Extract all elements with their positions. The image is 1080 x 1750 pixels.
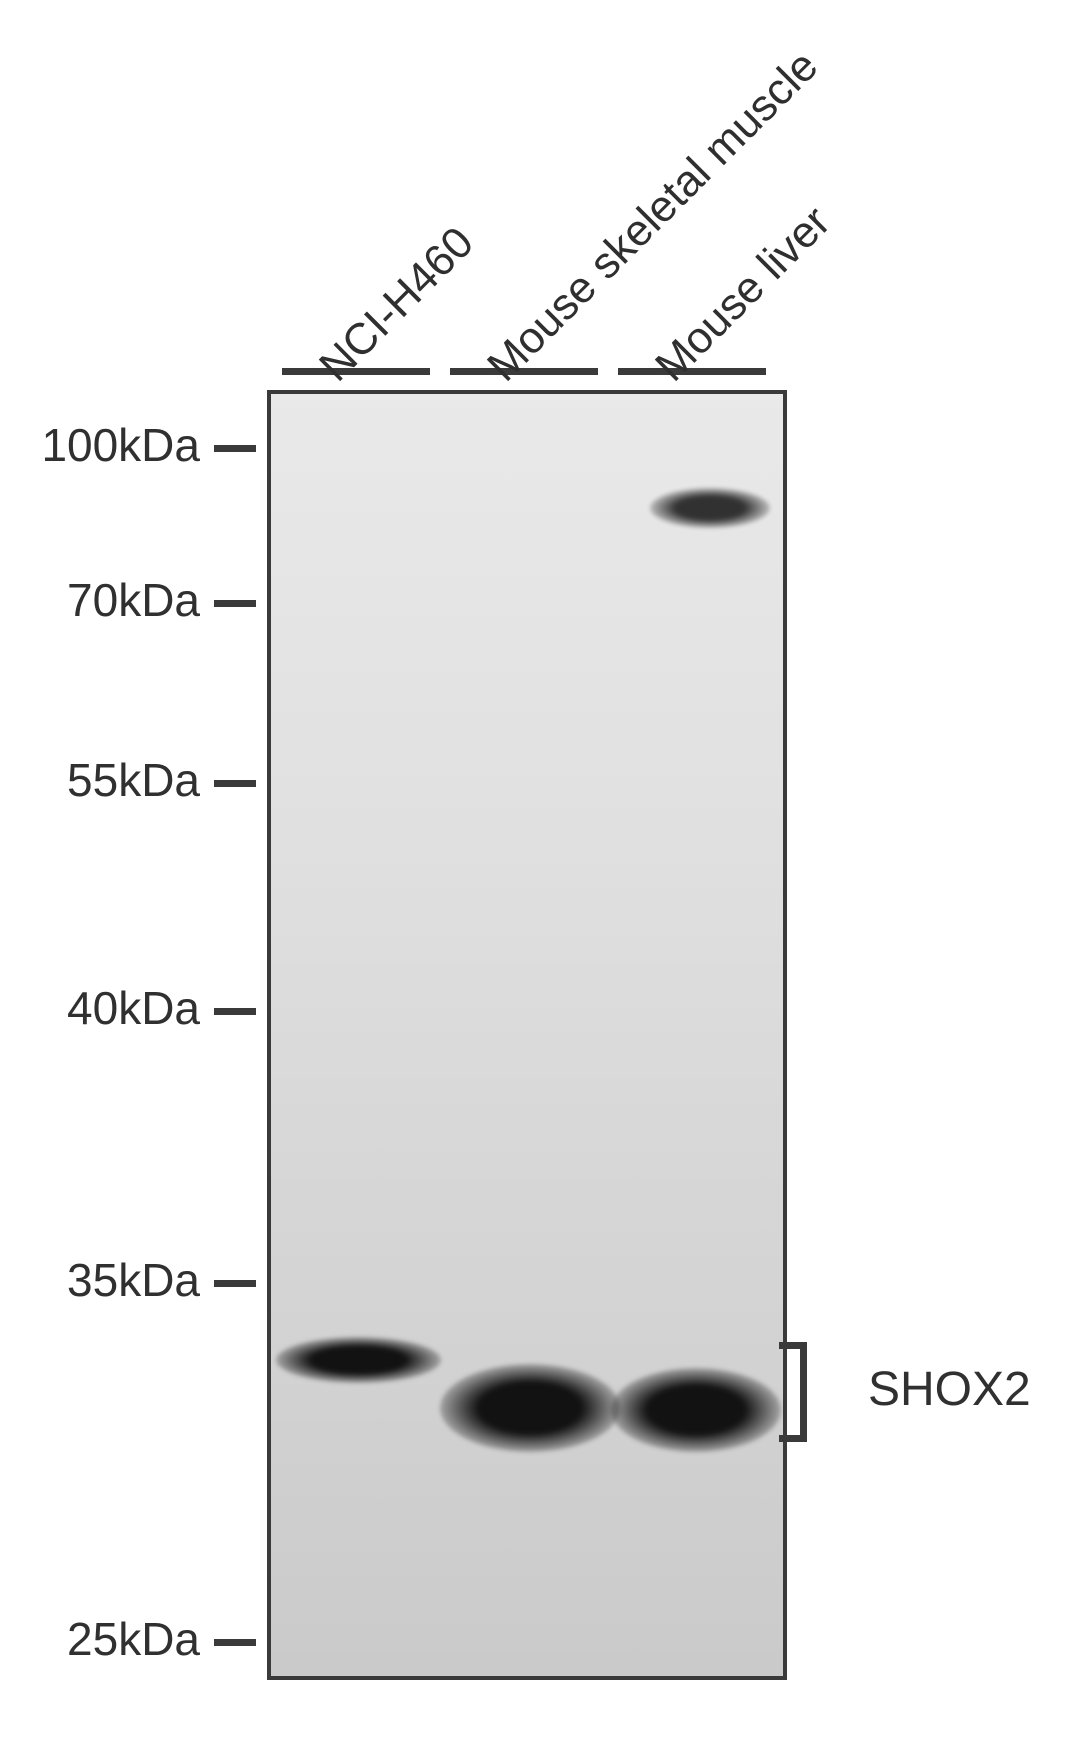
- mw-marker-tick: [214, 780, 256, 787]
- mw-marker-label: 40kDa: [10, 981, 200, 1035]
- mw-marker-label: 25kDa: [10, 1612, 200, 1666]
- band: [276, 1337, 441, 1383]
- lane-label: NCI-H460: [310, 218, 484, 392]
- mw-marker-tick: [214, 600, 256, 607]
- western-blot-figure: NCI-H460 Mouse skeletal muscle Mouse liv…: [0, 0, 1080, 1750]
- band: [650, 488, 770, 528]
- lane-label: Mouse skeletal muscle: [478, 41, 828, 391]
- mw-marker-tick: [214, 1280, 256, 1287]
- band: [611, 1368, 781, 1452]
- mw-marker-tick: [214, 1008, 256, 1015]
- band: [440, 1364, 620, 1452]
- blot-background: [271, 394, 783, 1676]
- mw-marker-label: 55kDa: [10, 753, 200, 807]
- target-label: SHOX2: [868, 1362, 1031, 1417]
- target-bracket: [800, 1342, 807, 1442]
- mw-marker-label: 100kDa: [10, 418, 200, 472]
- mw-marker-label: 35kDa: [10, 1253, 200, 1307]
- mw-marker-tick: [214, 1639, 256, 1646]
- mw-marker-tick: [214, 445, 256, 452]
- blot-membrane: [267, 390, 787, 1680]
- mw-marker-label: 70kDa: [10, 573, 200, 627]
